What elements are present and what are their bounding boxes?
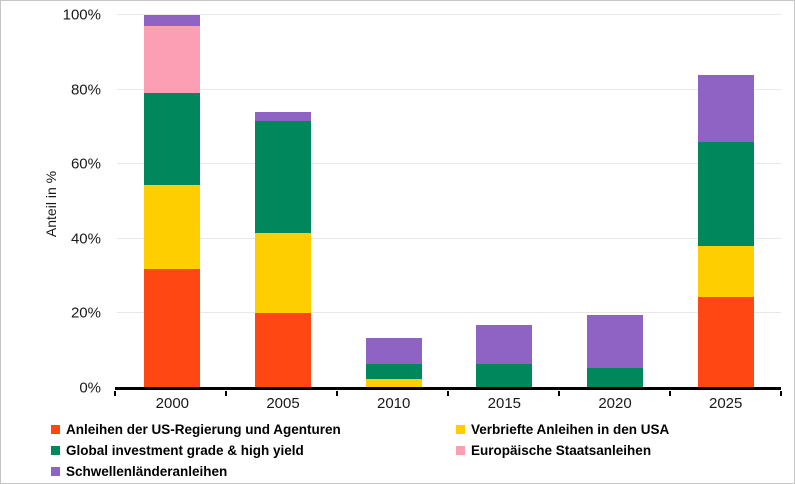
bar-slot-2010 — [338, 15, 449, 388]
stacked-bar-2000 — [144, 15, 201, 388]
bar-segment — [255, 112, 311, 122]
bar-segment — [144, 93, 201, 185]
x-tick-label: 2000 — [155, 395, 190, 412]
bar-segment — [255, 233, 311, 314]
y-tick-label: 40% — [70, 230, 101, 248]
gridline — [117, 312, 781, 314]
legend-item: Anleihen der US-Regierung und Agenturen — [51, 422, 456, 437]
x-tick-label: 2015 — [487, 395, 522, 412]
bar-segment — [365, 337, 422, 364]
legend-swatch-icon — [456, 446, 465, 455]
legend-swatch-icon — [51, 467, 60, 476]
x-tick-label: 2020 — [598, 395, 632, 412]
legend-label: Europäische Staatsanleihen — [471, 443, 652, 458]
x-axis-line — [114, 387, 782, 396]
y-tick-label: 0% — [79, 379, 101, 397]
legend-label: Verbriefte Anleihen in den USA — [471, 422, 670, 437]
legend-label: Global investment grade & high yield — [66, 443, 304, 458]
bar-segment — [587, 315, 644, 368]
x-axis-tick — [447, 391, 449, 396]
x-axis-labels: 2000 2005 2010 2015 2020 2025 — [117, 395, 781, 412]
gridline — [117, 163, 781, 165]
x-axis-tick — [780, 391, 782, 396]
stacked-bar-2010 — [365, 15, 422, 388]
x-axis-tick — [669, 391, 671, 396]
gridline — [117, 237, 781, 239]
bar-segment — [697, 74, 754, 142]
bar-segment — [587, 367, 644, 388]
x-axis-tick — [336, 391, 338, 396]
y-axis-labels: 0% 20% 40% 60% 80% 100% — [1, 8, 109, 396]
x-tick-label: 2025 — [709, 395, 743, 412]
y-tick-label: 60% — [70, 155, 101, 173]
legend-swatch-icon — [51, 446, 60, 455]
stacked-bar-2015 — [476, 15, 533, 388]
bar-slot-2025 — [670, 15, 781, 388]
legend-swatch-icon — [51, 425, 60, 434]
y-tick-label: 100% — [62, 6, 101, 24]
bar-segment — [697, 141, 754, 247]
x-tick-label: 2005 — [266, 395, 300, 412]
gridline — [117, 14, 781, 15]
bar-segment — [365, 363, 422, 379]
bar-segment — [697, 246, 754, 297]
legend-item: Global investment grade & high yield — [51, 443, 456, 458]
chart-legend: Anleihen der US-Regierung und Agenturen V… — [51, 422, 669, 479]
y-tick-label: 20% — [70, 304, 101, 322]
bar-segment — [476, 363, 533, 388]
bar-slot-2000 — [117, 15, 228, 388]
bar-segment — [476, 324, 533, 364]
bar-segment — [144, 184, 201, 269]
x-axis-tick — [225, 391, 227, 396]
legend-swatch-icon — [456, 425, 465, 434]
legend-item: Verbriefte Anleihen in den USA — [456, 422, 669, 437]
bar-segment — [365, 378, 422, 388]
bar-segment — [255, 313, 311, 388]
x-tick-label: 2010 — [376, 395, 411, 412]
stacked-bar-2025 — [697, 15, 754, 388]
legend-item: Europäische Staatsanleihen — [456, 443, 669, 458]
bars-row — [117, 15, 781, 388]
bar-segment — [144, 15, 201, 27]
legend-label: Schwellenländeranleihen — [66, 464, 228, 479]
y-tick-label: 80% — [70, 81, 101, 99]
gridline — [117, 88, 781, 90]
bar-slot-2015 — [449, 15, 560, 388]
bar-segment — [144, 268, 201, 388]
x-axis-tick — [114, 391, 116, 396]
bar-slot-2005 — [228, 15, 339, 388]
stacked-bar-2005 — [255, 15, 311, 388]
bar-segment — [697, 296, 754, 388]
bar-slot-2020 — [560, 15, 671, 388]
plot-area — [114, 14, 782, 396]
bar-segment — [255, 121, 311, 234]
bar-segment — [144, 26, 201, 94]
stacked-bar-2020 — [587, 15, 644, 388]
legend-item: Schwellenländeranleihen — [51, 464, 456, 479]
x-axis-tick — [558, 391, 560, 396]
legend-label: Anleihen der US-Regierung und Agenturen — [66, 422, 341, 437]
